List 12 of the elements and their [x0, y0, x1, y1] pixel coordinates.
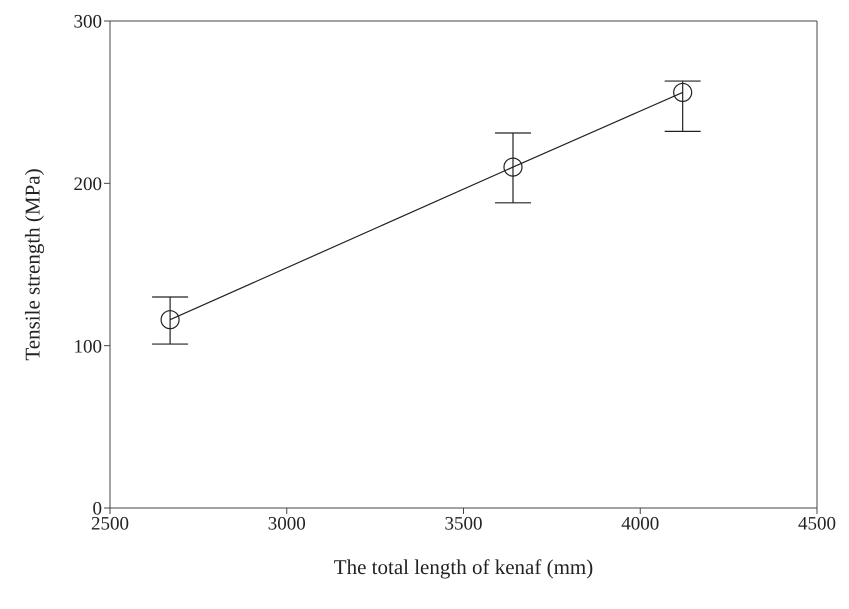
x-tick-label: 3500 — [444, 513, 482, 534]
x-tick-label: 4500 — [798, 513, 836, 534]
x-tick-label: 3000 — [268, 513, 306, 534]
y-tick-label: 300 — [74, 12, 102, 33]
point — [503, 158, 523, 177]
y-tick-label: 100 — [74, 336, 102, 358]
x-tick-label: 4000 — [621, 513, 660, 534]
point — [160, 310, 180, 330]
point — [673, 82, 692, 102]
y-axis-title: Tensile strength (MPa) — [20, 168, 44, 361]
x-axis-title: The total length of kenaf (mm) — [334, 555, 594, 579]
y-tick-label: 200 — [74, 174, 102, 196]
